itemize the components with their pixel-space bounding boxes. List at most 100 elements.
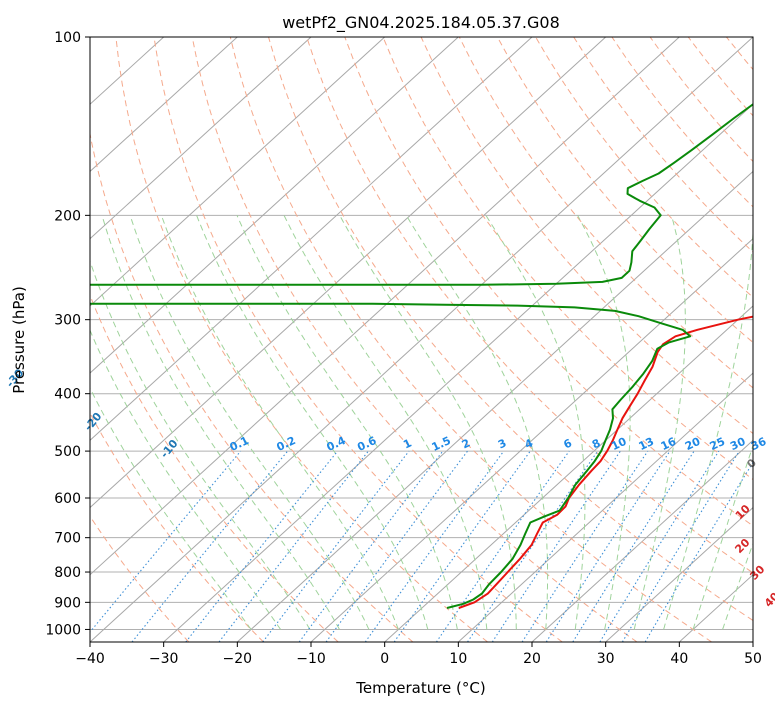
- dry-adiabat: [382, 37, 753, 481]
- isotherm--40: [90, 37, 753, 642]
- moist-adiabat: [90, 259, 311, 630]
- dry-adiabat: [535, 37, 753, 298]
- x-tick-label: 50: [744, 651, 762, 667]
- mixing-ratio-line: [364, 450, 505, 642]
- dry-adiabat: [687, 37, 753, 117]
- y-tick-label: 100: [54, 30, 81, 46]
- temperature-line: [458, 315, 753, 609]
- isotherm--70: [90, 37, 533, 442]
- moist-adiabat: [160, 215, 399, 630]
- mixing-ratio-line: [521, 450, 649, 642]
- x-tick-label: −20: [223, 651, 253, 667]
- y-tick-label: 600: [54, 491, 81, 507]
- moist-adiabat: [339, 215, 517, 630]
- y-tick-label: 500: [54, 444, 81, 460]
- moist-adiabat: [196, 215, 429, 630]
- mixing-ratio-label: 10: [609, 435, 629, 453]
- dry-adiabat: [306, 37, 753, 574]
- y-tick-label: 900: [54, 595, 81, 611]
- isotherm--60: [90, 37, 607, 509]
- isotherm--90: [90, 37, 386, 307]
- x-tick-label: 10: [449, 651, 467, 667]
- isotherm--80: [90, 37, 459, 374]
- isotherm--100: [90, 37, 312, 240]
- mixing-ratio-line: [572, 450, 695, 642]
- y-tick-label: 700: [54, 531, 81, 547]
- mixing-ratio-label: 25: [708, 435, 727, 453]
- mixing-ratio-line: [545, 450, 671, 642]
- isotherm-30: [605, 506, 753, 642]
- mixing-ratio-line: [393, 450, 531, 642]
- mixing-ratio-label: 6: [561, 436, 574, 451]
- mixing-ratio-line: [298, 450, 444, 642]
- dry-adiabat: [90, 515, 190, 642]
- isotherm-50: [752, 641, 753, 642]
- chart-title: wetPf2_GN04.2025.184.05.37.G08: [282, 13, 560, 33]
- mixing-ratio-label: 13: [637, 435, 656, 453]
- moist-adiabat-label: 30: [747, 563, 767, 583]
- mixing-ratio-line: [621, 450, 740, 642]
- isotherm--110: [90, 37, 238, 173]
- dewpoint-upper-line: [90, 103, 753, 286]
- dry-adiabat: [268, 37, 753, 622]
- y-tick-label: 300: [54, 313, 81, 329]
- moist-adiabat: [101, 215, 340, 630]
- dry-adiabat: [153, 37, 563, 642]
- isotherm-0: [384, 305, 753, 642]
- y-axis-title: Pressure (hPa): [10, 286, 28, 394]
- x-tick-label: 0: [380, 651, 389, 667]
- dry-adiabat: [496, 37, 753, 344]
- mixing-ratio-line: [218, 450, 369, 642]
- mixing-ratio-line: [467, 450, 599, 642]
- moist-adiabat: [633, 215, 686, 630]
- moist-adiabat: [663, 221, 753, 630]
- isotherm-20: [531, 439, 753, 642]
- mixing-ratio-label: 36: [749, 435, 769, 453]
- x-tick-label: −30: [149, 651, 179, 667]
- dry-adiabat: [90, 131, 414, 642]
- mixing-ratio-line: [185, 450, 339, 642]
- x-tick-label: −10: [296, 651, 326, 667]
- y-tick-label: 1000: [45, 622, 81, 638]
- x-tick-label: 20: [523, 651, 541, 667]
- mixing-ratio-label: 30: [728, 435, 748, 453]
- isotherm--20: [236, 170, 753, 642]
- dry-adiabat: [765, 37, 775, 642]
- plot-frame: [89, 36, 754, 643]
- moist-adiabat-label: 0: [744, 456, 759, 471]
- mixing-ratio-line: [90, 450, 242, 633]
- isotherm-10: [457, 372, 753, 642]
- isotherm--50: [90, 37, 680, 576]
- moist-adiabat-label: 40: [762, 590, 775, 610]
- x-tick-label: 40: [670, 651, 688, 667]
- axis-ticks: −40 −30 −20 −10 0 10 20 30 40 5010020030040050060…: [45, 30, 762, 667]
- moist-adiabat: [90, 328, 281, 630]
- mixing-ratio-label: 3: [496, 436, 508, 451]
- dry-adiabat: [344, 37, 753, 527]
- background-lines: [90, 37, 775, 642]
- moist-adiabat: [236, 215, 458, 630]
- moist-adiabat: [405, 215, 549, 630]
- moist-adiabat: [90, 387, 252, 630]
- moist-adiabat: [129, 215, 370, 630]
- mixing-ratio-line: [262, 450, 410, 642]
- isotherm--10: [310, 237, 753, 642]
- series-layer: [90, 103, 753, 609]
- x-tick-label: 30: [597, 651, 615, 667]
- moist-adiabat: [485, 215, 586, 630]
- y-tick-label: 800: [54, 565, 81, 581]
- dry-adiabat: [115, 37, 488, 642]
- dewpoint-line: [90, 302, 692, 609]
- moist-adiabat: [577, 215, 631, 630]
- mixing-ratio-line: [325, 450, 468, 642]
- dry-adiabat: [90, 412, 264, 642]
- dry-adiabat: [229, 37, 712, 642]
- mixing-ratio-line: [131, 450, 289, 642]
- y-tick-label: 200: [54, 208, 81, 224]
- moist-adiabat-label: 10: [733, 502, 753, 522]
- mixing-ratio-label: 20: [683, 435, 703, 453]
- isotherm--30: [163, 103, 753, 642]
- x-tick-label: −40: [75, 651, 105, 667]
- y-tick-label: 400: [54, 387, 81, 403]
